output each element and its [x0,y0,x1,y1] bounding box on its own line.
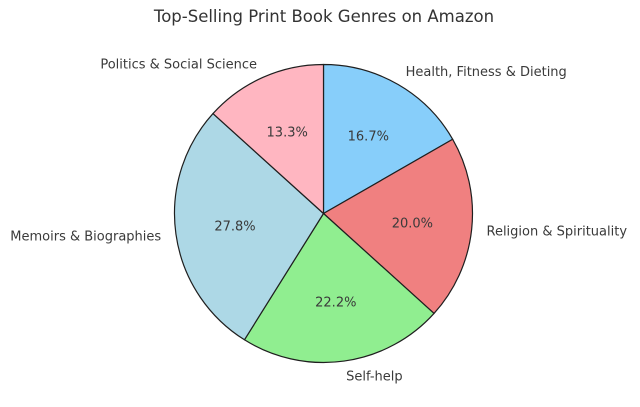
slice-label-politics-social-science: Politics & Social Science [100,57,257,72]
pct-label-self-help: 22.2% [315,296,356,311]
pct-label-politics-social-science: 13.3% [267,125,308,140]
pct-label-memoirs-biographies: 27.8% [214,219,255,234]
pie-slice-politics-social-science [212,63,325,215]
pct-label-health-fitness-dieting: 16.7% [348,130,389,145]
chart-title: Top-Selling Print Book Genres on Amazon [153,7,495,26]
slice-label-health-fitness-dieting: Health, Fitness & Dieting [406,65,567,80]
pie-slice-memoirs-biographies [173,112,325,341]
pie-slice-health-fitness-dieting [322,63,454,215]
pie-slice-self-help [243,212,435,364]
pct-label-religion-spirituality: 20.0% [392,217,433,232]
slice-label-religion-spirituality: Religion & Spirituality [487,225,628,240]
pie-slice-religion-spirituality [322,138,474,315]
slice-label-self-help: Self-help [346,369,403,384]
slice-label-memoirs-biographies: Memoirs & Biographies [10,230,161,245]
